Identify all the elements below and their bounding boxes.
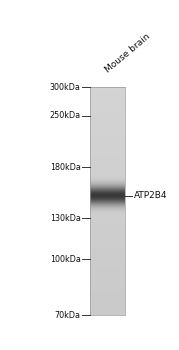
Text: 130kDa: 130kDa bbox=[50, 214, 81, 223]
Text: 100kDa: 100kDa bbox=[50, 255, 81, 264]
Text: 70kDa: 70kDa bbox=[55, 311, 81, 320]
Text: 250kDa: 250kDa bbox=[49, 111, 81, 120]
Text: ATP2B4: ATP2B4 bbox=[134, 191, 168, 200]
Text: 300kDa: 300kDa bbox=[50, 83, 81, 92]
Text: Mouse brain: Mouse brain bbox=[103, 32, 152, 75]
Text: 180kDa: 180kDa bbox=[50, 163, 81, 172]
